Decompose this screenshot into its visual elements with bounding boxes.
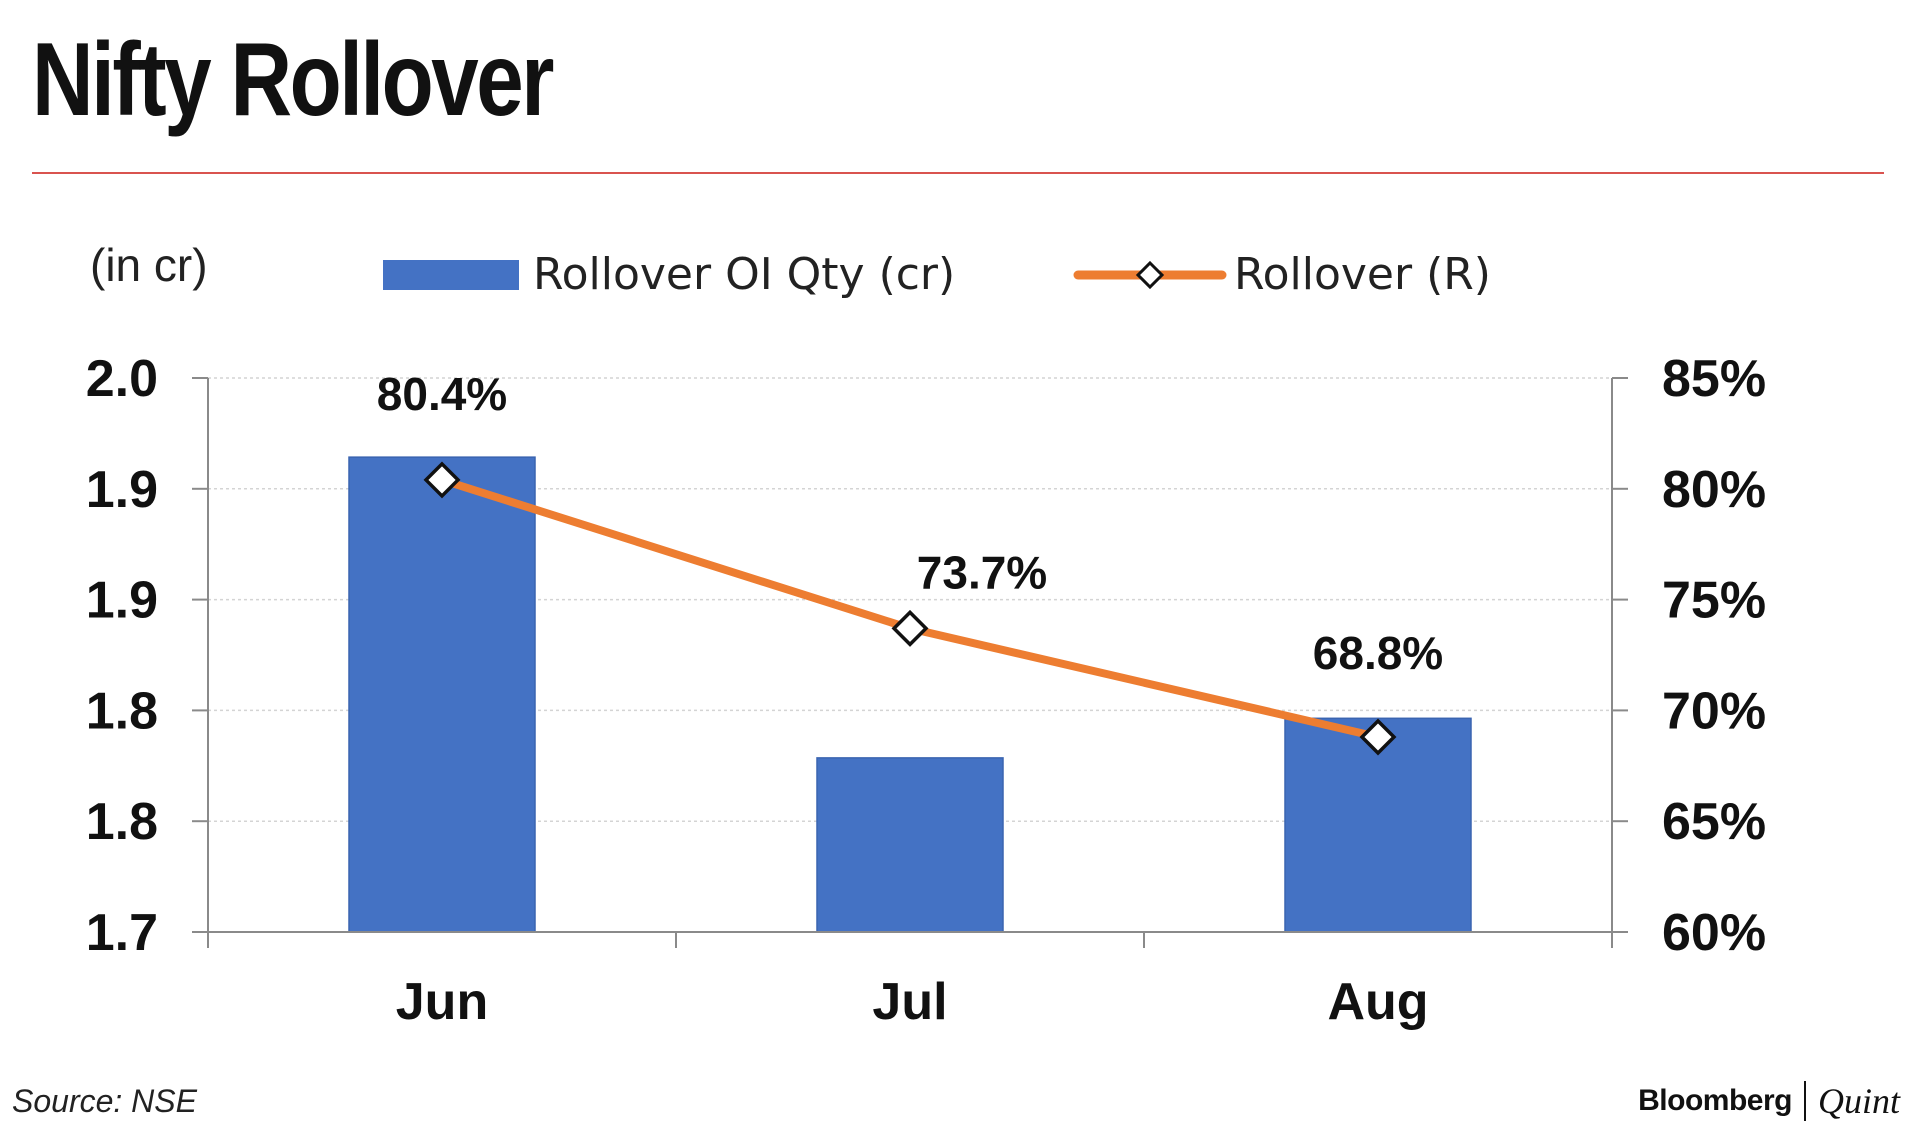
axis-ticks — [192, 377, 1628, 948]
brand-logo: Bloomberg Quint — [1638, 1080, 1900, 1122]
line-marker — [891, 609, 929, 647]
rollover-line — [438, 475, 1382, 741]
bar-jun — [348, 456, 536, 933]
legend-line-marker — [1135, 260, 1165, 290]
brand-name: Bloomberg — [1638, 1084, 1792, 1117]
line-marker — [423, 461, 461, 499]
left-tick-label: 1.8 — [86, 682, 158, 740]
right-tick-label: 65% — [1662, 793, 1766, 851]
title-divider — [32, 172, 1884, 174]
axis-labels: 1.7 60% 1.8 65% 1.8 70% 1.9 75% 1.9 80% 2.0 85% Jun J… — [86, 350, 1766, 1031]
x-tick-label: Aug — [1327, 973, 1428, 1031]
left-tick-label: 1.7 — [86, 904, 158, 962]
unit-label: (in cr) — [90, 239, 208, 291]
right-tick-label: 70% — [1662, 682, 1766, 740]
right-tick-label: 75% — [1662, 572, 1766, 630]
brand-separator — [1803, 1081, 1806, 1121]
x-tick-label: Jul — [872, 973, 947, 1031]
legend-bar-label: Rollover OI Qty (cr) — [533, 249, 955, 300]
source-note: Source: NSE — [12, 1083, 197, 1119]
line-series: 80.4% 73.7% 68.8% — [377, 368, 1443, 756]
right-tick-label: 80% — [1662, 461, 1766, 519]
legend: Rollover OI Qty (cr) Rollover (R) — [383, 249, 1491, 300]
data-label: 73.7% — [917, 546, 1047, 598]
x-tick-label: Jun — [396, 973, 488, 1031]
legend-line-label: Rollover (R) — [1234, 249, 1491, 300]
legend-bar-swatch — [383, 260, 519, 290]
right-tick-label: 85% — [1662, 350, 1766, 408]
line-marker — [1359, 718, 1397, 756]
left-tick-label: 1.9 — [86, 461, 158, 519]
data-label: 68.8% — [1313, 627, 1443, 679]
data-label: 80.4% — [377, 368, 507, 420]
left-tick-label: 2.0 — [86, 350, 158, 408]
axes — [192, 378, 1628, 933]
bar-jul — [816, 757, 1004, 933]
bar-series — [348, 456, 1472, 933]
left-tick-label: 1.9 — [86, 572, 158, 630]
brand-suffix: Quint — [1817, 1081, 1900, 1121]
left-tick-label: 1.8 — [86, 793, 158, 851]
page-title: Nifty Rollover — [32, 22, 554, 138]
right-tick-label: 60% — [1662, 904, 1766, 962]
